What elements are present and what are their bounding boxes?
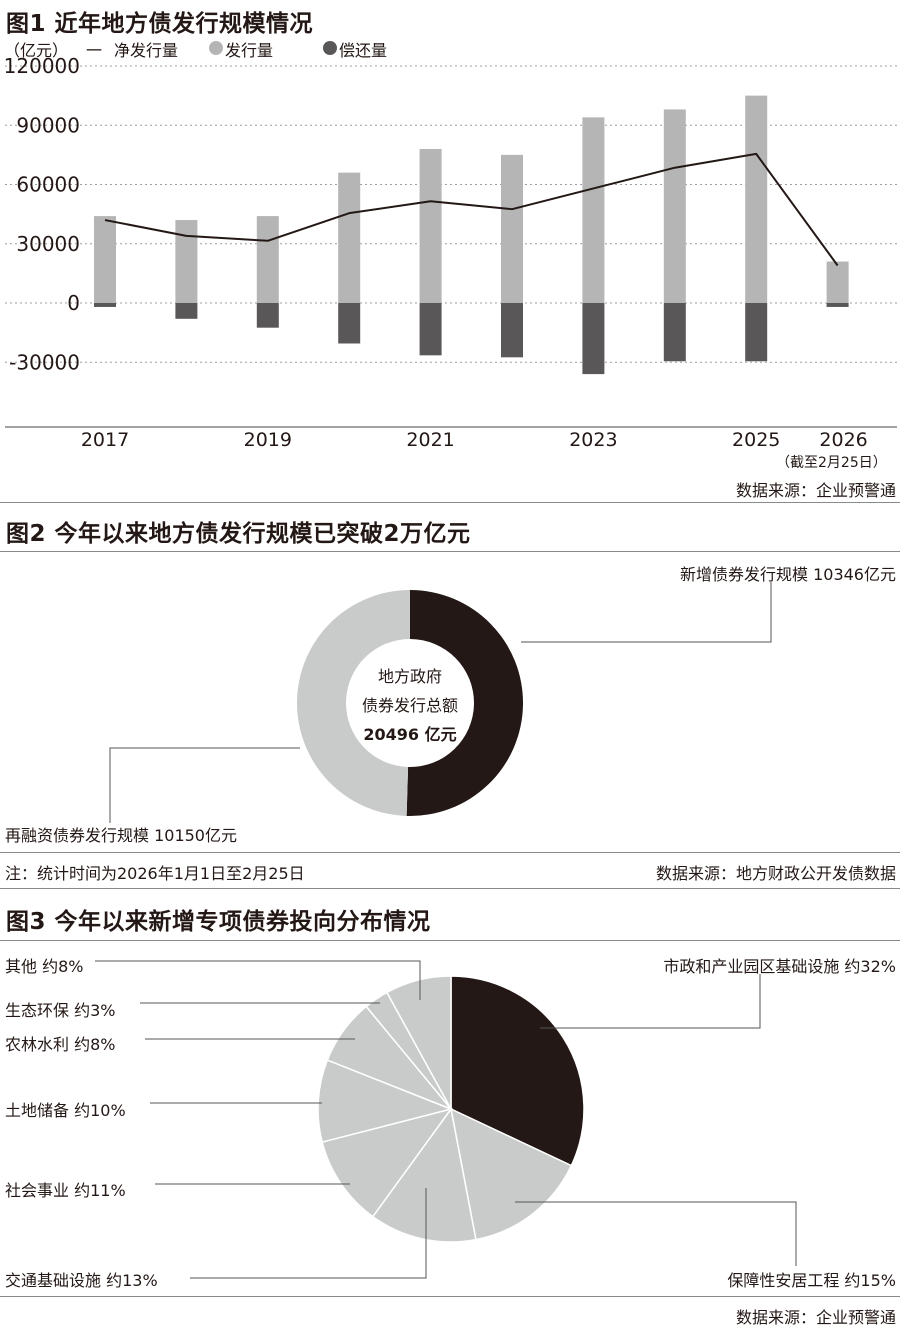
- issue-bar: [94, 216, 116, 303]
- x-tick-label: 2025: [732, 429, 780, 451]
- y-tick-label: 30000: [16, 232, 80, 256]
- legend-issue: 发行量: [225, 41, 274, 60]
- leader-new: [521, 582, 772, 643]
- fig1-unit: （亿元）: [4, 41, 69, 60]
- pie-slice: [385, 975, 452, 1110]
- pie-slice: [317, 1059, 454, 1143]
- fig1-title: 图1 近年地方债发行规模情况: [6, 11, 314, 37]
- leader-other: [95, 960, 421, 1000]
- issue-bar: [338, 172, 361, 303]
- legend-repay: 偿还量: [339, 41, 388, 60]
- donut-slice-new: [406, 590, 524, 816]
- issue-bar: [419, 148, 442, 303]
- legend-issue-swatch: [209, 41, 223, 55]
- repay-bar: [338, 303, 361, 344]
- fig2-title: 图2 今年以来地方债发行规模已突破2万亿元: [6, 521, 471, 547]
- y-tick-label: 60000: [16, 173, 80, 197]
- repay-bar: [256, 303, 279, 328]
- repay-bar: [745, 303, 768, 362]
- fig2-top-rule: [0, 551, 900, 552]
- net-issuance-line: [104, 152, 839, 267]
- donut-center-line1: 地方政府: [377, 667, 442, 686]
- leader-housing: [515, 1201, 797, 1266]
- fig2-chart: [109, 582, 772, 823]
- fig2-label-new: 新增债券发行规模 10346亿元: [680, 565, 896, 584]
- repay-bar: [663, 303, 686, 362]
- fig3-label-transport: 交通基础设施 约13%: [5, 1271, 158, 1290]
- repay-bar: [419, 303, 442, 356]
- fig2-label-refi: 再融资债券发行规模 10150亿元: [5, 826, 237, 845]
- y-tick-label: 90000: [16, 113, 80, 137]
- issue-bar: [745, 95, 768, 303]
- fig3-label-land: 土地储备 约10%: [5, 1101, 126, 1120]
- issue-bar: [582, 117, 605, 303]
- fig3-label-eco: 生态环保 约3%: [5, 1001, 116, 1020]
- issue-bar: [826, 261, 849, 303]
- donut-center-line2: 债券发行总额: [361, 696, 458, 715]
- x-tick-label: 2021: [406, 429, 454, 451]
- fig1-source: 数据来源：企业预警通: [735, 481, 896, 500]
- repay-bar: [175, 303, 198, 319]
- leader-transport: [190, 1188, 427, 1279]
- x-tick-label: 2019: [244, 429, 292, 451]
- issue-bar: [501, 154, 523, 303]
- leader-municipal: [540, 974, 761, 1029]
- y-tick-label: 120000: [4, 54, 80, 78]
- fig3-source: 数据来源：企业预警通: [735, 1308, 896, 1327]
- y-tick-label: -30000: [9, 350, 80, 374]
- fig3-label-other: 其他 约8%: [5, 957, 84, 976]
- fig2-mid-rule: [0, 852, 900, 853]
- x-tick-label: 2026: [819, 429, 867, 451]
- donut-slice-refi: [297, 590, 410, 816]
- leader-refi: [109, 747, 300, 823]
- fig3-top-rule: [0, 940, 900, 941]
- fig3-label-agri: 农林水利 约8%: [5, 1035, 116, 1054]
- fig2-bottom-rule: [0, 888, 900, 889]
- issue-bar: [175, 220, 198, 303]
- fig1-note-2026: （截至2月25日）: [776, 455, 887, 471]
- fig3-label-social: 社会事业 约11%: [5, 1181, 126, 1200]
- legend-repay-swatch: [323, 41, 337, 55]
- legend-line-mark: 一: [86, 41, 103, 60]
- legend-net: 净发行量: [114, 41, 179, 60]
- fig2-source: 数据来源：地方财政公开发债数据: [655, 864, 896, 883]
- repay-bar: [582, 303, 605, 375]
- x-tick-label: 2017: [81, 429, 129, 451]
- x-tick-label: 2023: [569, 429, 617, 451]
- fig1-bottom-rule: [0, 502, 900, 503]
- donut-center-value: 20496 亿元: [363, 725, 457, 744]
- fig3-title: 图3 今年以来新增专项债券投向分布情况: [6, 909, 431, 935]
- pie-slice: [450, 975, 585, 1167]
- repay-bar: [94, 303, 116, 307]
- pie-slice: [449, 1107, 573, 1241]
- repay-bar: [501, 303, 523, 358]
- issue-bar: [256, 216, 279, 303]
- fig2-note: 注：统计时间为2026年1月1日至2月25日: [5, 864, 305, 883]
- fig3-label-housing: 保障性安居工程 约15%: [727, 1271, 896, 1290]
- repay-bar: [826, 303, 849, 307]
- pie-slice: [371, 1107, 477, 1243]
- fig3-chart: [95, 960, 797, 1279]
- fig3-bottom-rule: [0, 1296, 900, 1297]
- fig1-chart: 120000 90000 60000 30000 0 -30000 2017 2019 202…: [4, 54, 897, 451]
- y-tick-label: 0: [67, 291, 80, 315]
- fig3-label-municipal: 市政和产业园区基础设施 约32%: [663, 957, 896, 976]
- issue-bar: [663, 109, 686, 303]
